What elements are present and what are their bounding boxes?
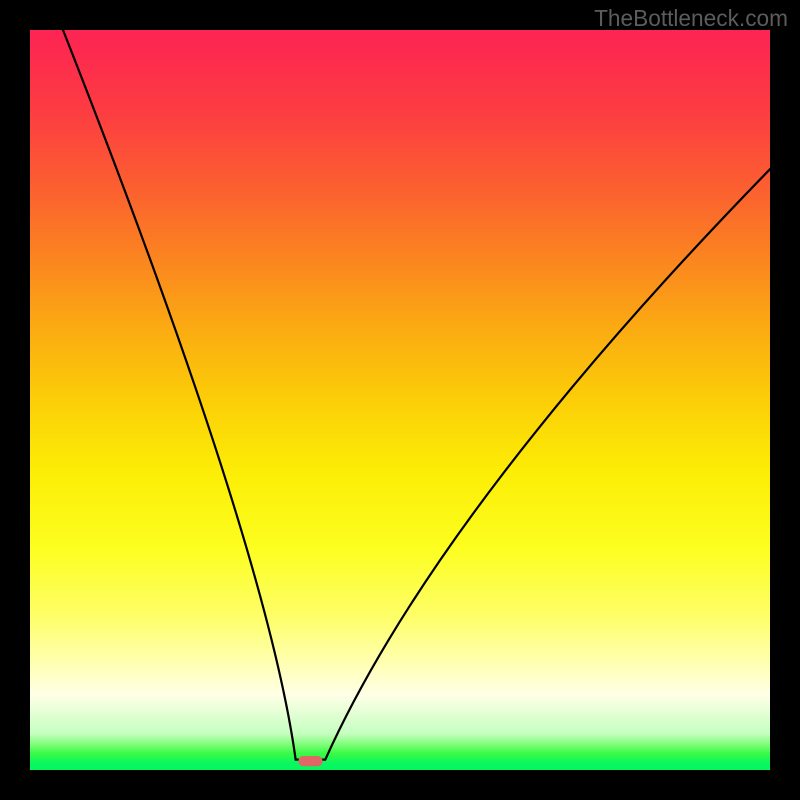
chart-stage: TheBottleneck.com — [0, 0, 800, 800]
watermark-text: TheBottleneck.com — [594, 5, 788, 32]
gradient-background — [30, 30, 770, 770]
plot-area — [30, 30, 770, 770]
